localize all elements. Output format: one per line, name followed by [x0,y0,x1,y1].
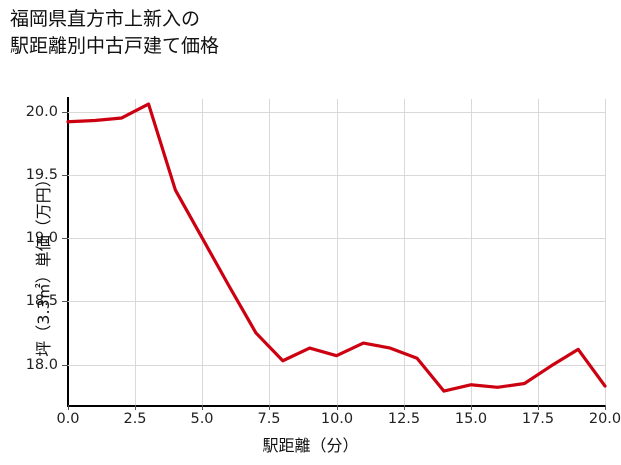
x-tick-mark [202,405,203,410]
x-tick-label: 10.0 [320,411,354,427]
x-tick-mark [538,405,539,410]
y-tick-mark [62,112,68,113]
gridline-vertical [135,99,136,405]
x-axis-spine [67,405,606,407]
y-tick-label: 19.5 [25,167,58,183]
gridline-vertical [202,99,203,405]
gridline-vertical [337,99,338,405]
x-tick-mark [471,405,472,410]
y-tick-label: 19.0 [25,230,58,246]
gridline-vertical [605,99,606,405]
gridline-vertical [471,99,472,405]
y-tick-mark [62,175,68,176]
x-tick-label: 15.0 [454,411,488,427]
gridline-vertical [404,99,405,405]
chart-title: 福岡県直方市上新入の 駅距離別中古戸建て価格 [10,8,220,57]
x-axis-title: 駅距離（分） [262,436,359,455]
y-tick-mark [62,301,68,302]
y-tick-mark [62,238,68,239]
y-axis-spine [67,97,69,407]
x-tick-mark [337,405,338,410]
x-tick-label: 12.5 [387,411,421,427]
y-tick-mark [62,365,68,366]
gridline-vertical [538,99,539,405]
x-tick-label: 20.0 [588,411,621,427]
x-tick-mark [269,405,270,410]
y-tick-label: 20.0 [25,104,58,120]
x-tick-mark [404,405,405,410]
x-tick-label: 0.0 [56,411,80,427]
x-tick-label: 17.5 [521,411,555,427]
x-tick-mark [605,405,606,410]
x-tick-label: 7.5 [257,411,281,427]
y-tick-label: 18.5 [25,293,58,309]
y-axis-title: 坪（3.3㎡）単価（万円） [34,171,53,357]
y-tick-label: 18.0 [25,357,58,373]
x-tick-mark [68,405,69,410]
gridline-vertical [269,99,270,405]
x-tick-mark [135,405,136,410]
x-tick-label: 2.5 [123,411,147,427]
x-tick-label: 5.0 [190,411,214,427]
